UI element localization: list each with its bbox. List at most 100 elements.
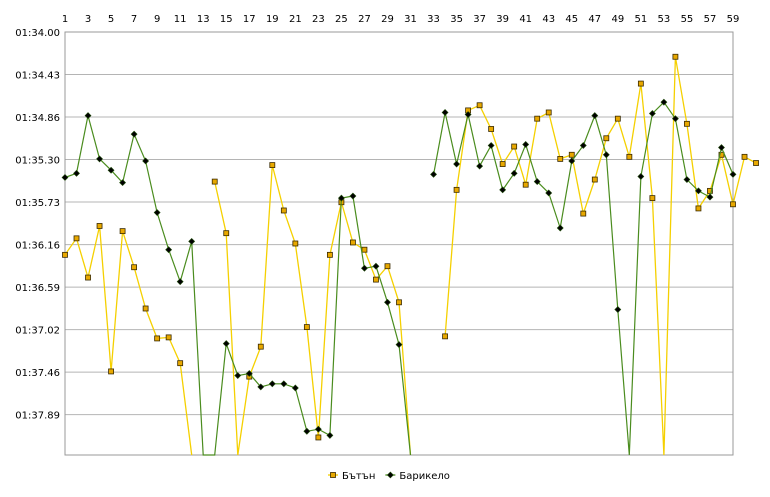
data-point (211, 178, 218, 185)
legend: Бътън Барикело (328, 471, 450, 482)
data-point (73, 235, 80, 242)
data-point (626, 153, 633, 160)
plot-background (65, 32, 733, 455)
data-point (350, 239, 356, 246)
data-point (602, 151, 610, 159)
x-tick-label: 19 (266, 14, 279, 25)
y-tick-label: 01:36.16 (15, 241, 60, 252)
data-point (568, 151, 575, 158)
legend-label: Бътън (342, 471, 375, 482)
data-point (280, 207, 287, 214)
y-tick-label: 01:36.59 (15, 283, 60, 294)
data-point (314, 425, 322, 433)
y-tick-label: 01:35.73 (15, 198, 60, 209)
data-point (96, 223, 103, 229)
x-tick-label: 37 (473, 14, 486, 25)
data-point (684, 120, 690, 127)
data-point (303, 427, 311, 435)
x-tick-label: 47 (588, 14, 601, 25)
series-1 (62, 53, 759, 456)
data-point (384, 263, 391, 270)
data-point (372, 262, 380, 270)
data-point (177, 360, 184, 367)
x-tick-label: 29 (381, 14, 394, 25)
data-point (441, 109, 449, 116)
data-point (337, 194, 345, 202)
x-tick-label: 55 (681, 14, 694, 25)
x-tick-label: 27 (358, 14, 371, 25)
data-point (579, 142, 587, 149)
data-point (671, 115, 679, 123)
data-point (245, 370, 253, 377)
data-point (188, 238, 196, 245)
data-point (534, 115, 541, 122)
data-point (96, 155, 103, 163)
data-point (384, 298, 391, 306)
data-point (349, 192, 357, 200)
data-point (487, 142, 495, 149)
data-point (591, 176, 598, 183)
y-tick-label: 01:34.43 (15, 71, 60, 82)
data-point (695, 187, 702, 195)
x-tick-label: 3 (85, 14, 91, 25)
x-tick-label: 49 (611, 14, 624, 25)
data-point (672, 53, 679, 60)
x-tick-label: 45 (565, 14, 578, 25)
data-point (119, 179, 127, 187)
legend-label: Барикело (399, 471, 450, 482)
data-point (718, 144, 725, 151)
x-tick-label: 23 (312, 14, 325, 25)
data-point (280, 380, 288, 388)
x-axis: 1 3 5 7 9 11 13 15 17 19 21 23 25 27 29 31 33 35 37 39 41 43 4… (62, 14, 740, 25)
data-point (637, 80, 644, 87)
data-point (73, 169, 80, 177)
x-tick-label: 7 (131, 14, 137, 25)
data-point (361, 264, 368, 272)
legend-marker (330, 472, 336, 478)
data-point (464, 111, 472, 118)
data-point (292, 240, 299, 247)
data-point (165, 334, 172, 341)
data-point (649, 195, 656, 202)
data-point (291, 384, 299, 392)
data-point (268, 380, 276, 388)
data-point (488, 126, 495, 132)
data-point (326, 251, 333, 258)
data-point (223, 230, 230, 237)
y-tick-label: 01:37.46 (15, 368, 60, 379)
data-point (499, 161, 506, 167)
data-point (453, 160, 461, 168)
x-tick-label: 9 (154, 14, 160, 25)
y-tick-label: 01:37.89 (15, 411, 60, 422)
data-point (556, 224, 564, 232)
series-group (61, 53, 759, 456)
data-point (153, 209, 161, 216)
series-2 (61, 98, 737, 456)
data-point (142, 157, 150, 165)
data-point (85, 274, 91, 281)
data-point (545, 189, 553, 197)
y-tick-label: 01:34.00 (15, 28, 60, 39)
data-point (707, 187, 713, 194)
data-point (222, 340, 230, 348)
data-point (130, 130, 138, 138)
data-point (62, 251, 68, 258)
data-point (430, 170, 437, 178)
data-point (61, 174, 69, 181)
x-tick-label: 41 (519, 14, 532, 25)
data-point (660, 98, 668, 106)
data-point (107, 166, 115, 174)
data-point (154, 335, 161, 342)
x-tick-label: 59 (727, 14, 740, 25)
x-tick-label: 5 (108, 14, 114, 25)
data-point (315, 434, 322, 441)
data-point (568, 157, 576, 165)
x-tick-label: 15 (220, 14, 233, 25)
data-point (695, 205, 702, 212)
x-tick-label: 33 (427, 14, 440, 25)
data-point (165, 246, 173, 254)
data-point (614, 115, 621, 122)
legend-marker (386, 471, 394, 479)
x-tick-label: 53 (658, 14, 671, 25)
y-tick-label: 01:35.30 (15, 156, 60, 167)
